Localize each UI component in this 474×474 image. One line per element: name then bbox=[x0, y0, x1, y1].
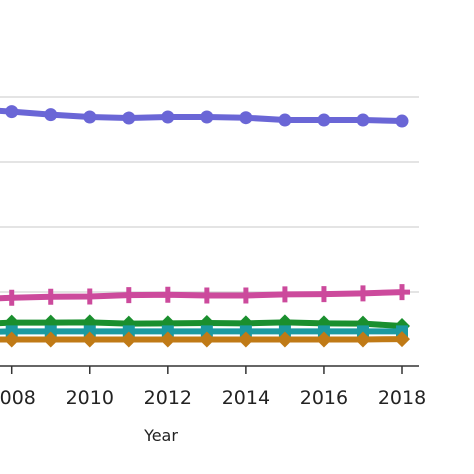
x-tick-label-2010: 2010 bbox=[66, 387, 114, 409]
x-tick-label-2008: 2008 bbox=[0, 387, 36, 409]
series-0-line bbox=[0, 107, 405, 125]
series-4-point-2014 bbox=[237, 331, 254, 348]
x-axis bbox=[0, 365, 419, 374]
series-0-point-2015 bbox=[278, 113, 292, 127]
series-0-point-2011 bbox=[122, 111, 136, 125]
x-tick-label-2018: 2018 bbox=[378, 387, 426, 409]
series-0-point-2009 bbox=[44, 108, 58, 122]
series-1-point-2018 bbox=[394, 284, 410, 301]
series-0-point-2018 bbox=[395, 114, 409, 128]
axis-labels: 2008 2010 2012 2014 2016 2018 Year bbox=[0, 387, 426, 445]
gridlines bbox=[0, 96, 419, 293]
series-0-point-2016 bbox=[317, 113, 331, 127]
series-1-point-2014 bbox=[237, 287, 254, 304]
series-0-point-2013 bbox=[200, 110, 214, 124]
series-1-point-2015 bbox=[276, 286, 293, 303]
series-4-point-2013 bbox=[198, 331, 215, 348]
series-3-point-2015 bbox=[278, 325, 291, 338]
series-1-point-2011 bbox=[120, 287, 137, 304]
series-4-point-2018 bbox=[394, 331, 410, 348]
x-tick-label-2014: 2014 bbox=[222, 387, 270, 409]
x-tick-label-2016: 2016 bbox=[300, 387, 348, 409]
series-3-point-2017 bbox=[356, 325, 369, 338]
series-4-point-2012 bbox=[159, 331, 176, 348]
series-0-point-2008 bbox=[5, 105, 19, 119]
series-0-point-2014 bbox=[239, 111, 253, 125]
series-group bbox=[0, 105, 410, 348]
series-3-point-2009 bbox=[44, 325, 57, 338]
series-1-point-2017 bbox=[354, 285, 371, 302]
x-axis-title: Year bbox=[143, 426, 178, 445]
series-3-point-2012 bbox=[161, 325, 174, 338]
series-0-point-2010 bbox=[83, 110, 97, 124]
series-3-point-2010 bbox=[83, 325, 96, 338]
series-1-point-2013 bbox=[198, 287, 215, 304]
x-tick-label-2012: 2012 bbox=[144, 387, 192, 409]
series-3-point-2008 bbox=[5, 325, 18, 338]
series-1 bbox=[0, 284, 410, 306]
series-3-line bbox=[0, 328, 405, 335]
series-0 bbox=[0, 105, 409, 128]
series-4-point-2009 bbox=[42, 331, 59, 348]
series-4-point-2011 bbox=[120, 331, 137, 348]
series-4-point-2008 bbox=[3, 331, 20, 348]
series-4-point-2016 bbox=[315, 331, 332, 348]
series-3-point-2014 bbox=[239, 325, 252, 338]
series-1-point-2012 bbox=[159, 286, 176, 303]
series-3 bbox=[0, 325, 408, 338]
series-4-point-2017 bbox=[354, 331, 371, 348]
series-4-point-2010 bbox=[81, 331, 98, 348]
series-0-point-2017 bbox=[356, 113, 370, 127]
series-0-point-2012 bbox=[161, 110, 175, 124]
series-1-point-2016 bbox=[315, 286, 332, 303]
series-3-point-2013 bbox=[200, 325, 213, 338]
series-4-point-2015 bbox=[276, 331, 293, 348]
series-1-point-2008 bbox=[3, 289, 20, 306]
series-1-point-2009 bbox=[42, 288, 59, 305]
series-3-point-2016 bbox=[317, 325, 330, 338]
series-1-point-2010 bbox=[81, 288, 98, 305]
series-3-point-2011 bbox=[122, 325, 135, 338]
series-4 bbox=[0, 331, 410, 348]
